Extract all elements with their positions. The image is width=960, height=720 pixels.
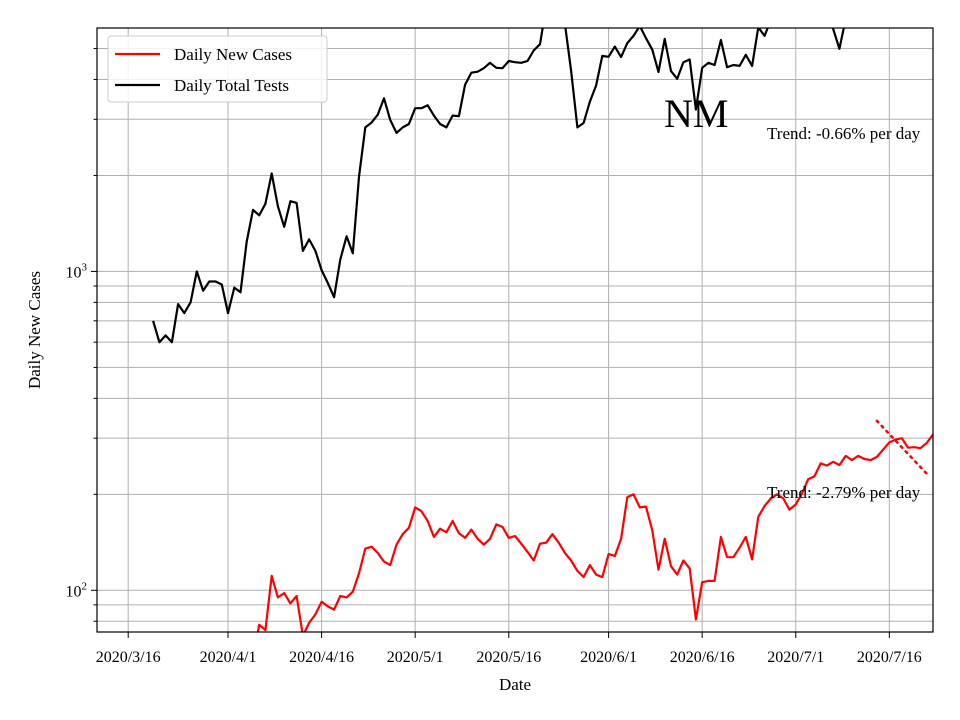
x-axis-label: Date [499,675,531,694]
series-layer [152,28,933,632]
chart-watermark: NM [664,91,728,136]
x-tick-label: 2020/4/16 [289,649,354,666]
x-tick-label: 2020/6/1 [580,649,637,666]
x-tick-label: 2020/3/16 [96,649,161,666]
trend-line-1 [875,419,929,476]
legend-label-cases: Daily New Cases [174,45,292,64]
legend-label-tests: Daily Total Tests [174,76,289,95]
x-tick-label: 2020/5/1 [387,649,444,666]
legend-box [107,35,328,103]
daily-total-tests-line [152,28,845,344]
x-tick-label: 2020/4/1 [200,649,257,666]
x-tick-label: 2020/7/16 [857,649,922,666]
trend-layer [875,419,929,476]
plot-frame [96,27,934,633]
legend: Daily New Cases Daily Total Tests [107,35,328,103]
daily-new-cases-line [256,432,933,632]
x-tick-label: 2020/6/16 [670,649,735,666]
y-tick-label: 102 [66,580,88,600]
y-tick-label: 103 [66,261,88,281]
tick-layer: 2020/3/16 2020/4/1 2020/4/16 2020/5/1 2020/5… [66,48,922,666]
x-tick-label: 2020/5/16 [476,649,541,666]
grid-layer [97,28,933,632]
x-tick-label: 2020/7/1 [767,649,824,666]
y-axis-label: Daily New Cases [25,271,44,389]
trend-label-cases: Trend: -2.79% per day [767,483,921,502]
trend-label-tests: Trend: -0.66% per day [767,124,921,143]
